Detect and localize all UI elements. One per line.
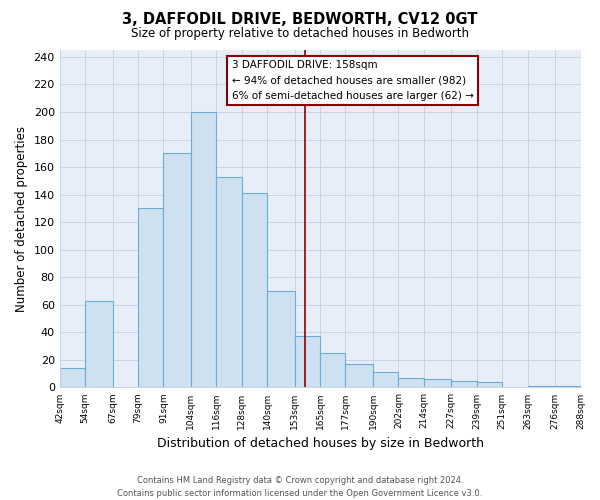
Text: 3, DAFFODIL DRIVE, BEDWORTH, CV12 0GT: 3, DAFFODIL DRIVE, BEDWORTH, CV12 0GT — [122, 12, 478, 28]
Y-axis label: Number of detached properties: Number of detached properties — [15, 126, 28, 312]
Bar — [373, 372, 398, 388]
Bar — [242, 193, 267, 388]
Bar — [191, 112, 217, 388]
Text: Contains HM Land Registry data © Crown copyright and database right 2024.
Contai: Contains HM Land Registry data © Crown c… — [118, 476, 482, 498]
Bar — [267, 291, 295, 388]
Bar — [163, 154, 191, 388]
Bar — [217, 176, 242, 388]
Text: 3 DAFFODIL DRIVE: 158sqm
← 94% of detached houses are smaller (982)
6% of semi-d: 3 DAFFODIL DRIVE: 158sqm ← 94% of detach… — [232, 60, 473, 102]
Bar — [295, 336, 320, 388]
X-axis label: Distribution of detached houses by size in Bedworth: Distribution of detached houses by size … — [157, 437, 484, 450]
Text: Size of property relative to detached houses in Bedworth: Size of property relative to detached ho… — [131, 28, 469, 40]
Bar — [424, 379, 451, 388]
Bar — [320, 353, 346, 388]
Bar — [398, 378, 424, 388]
Bar — [477, 382, 502, 388]
Bar — [451, 380, 477, 388]
Bar — [555, 386, 581, 388]
Bar — [85, 300, 113, 388]
Bar — [138, 208, 163, 388]
Bar — [59, 368, 85, 388]
Bar — [346, 364, 373, 388]
Bar — [527, 386, 555, 388]
